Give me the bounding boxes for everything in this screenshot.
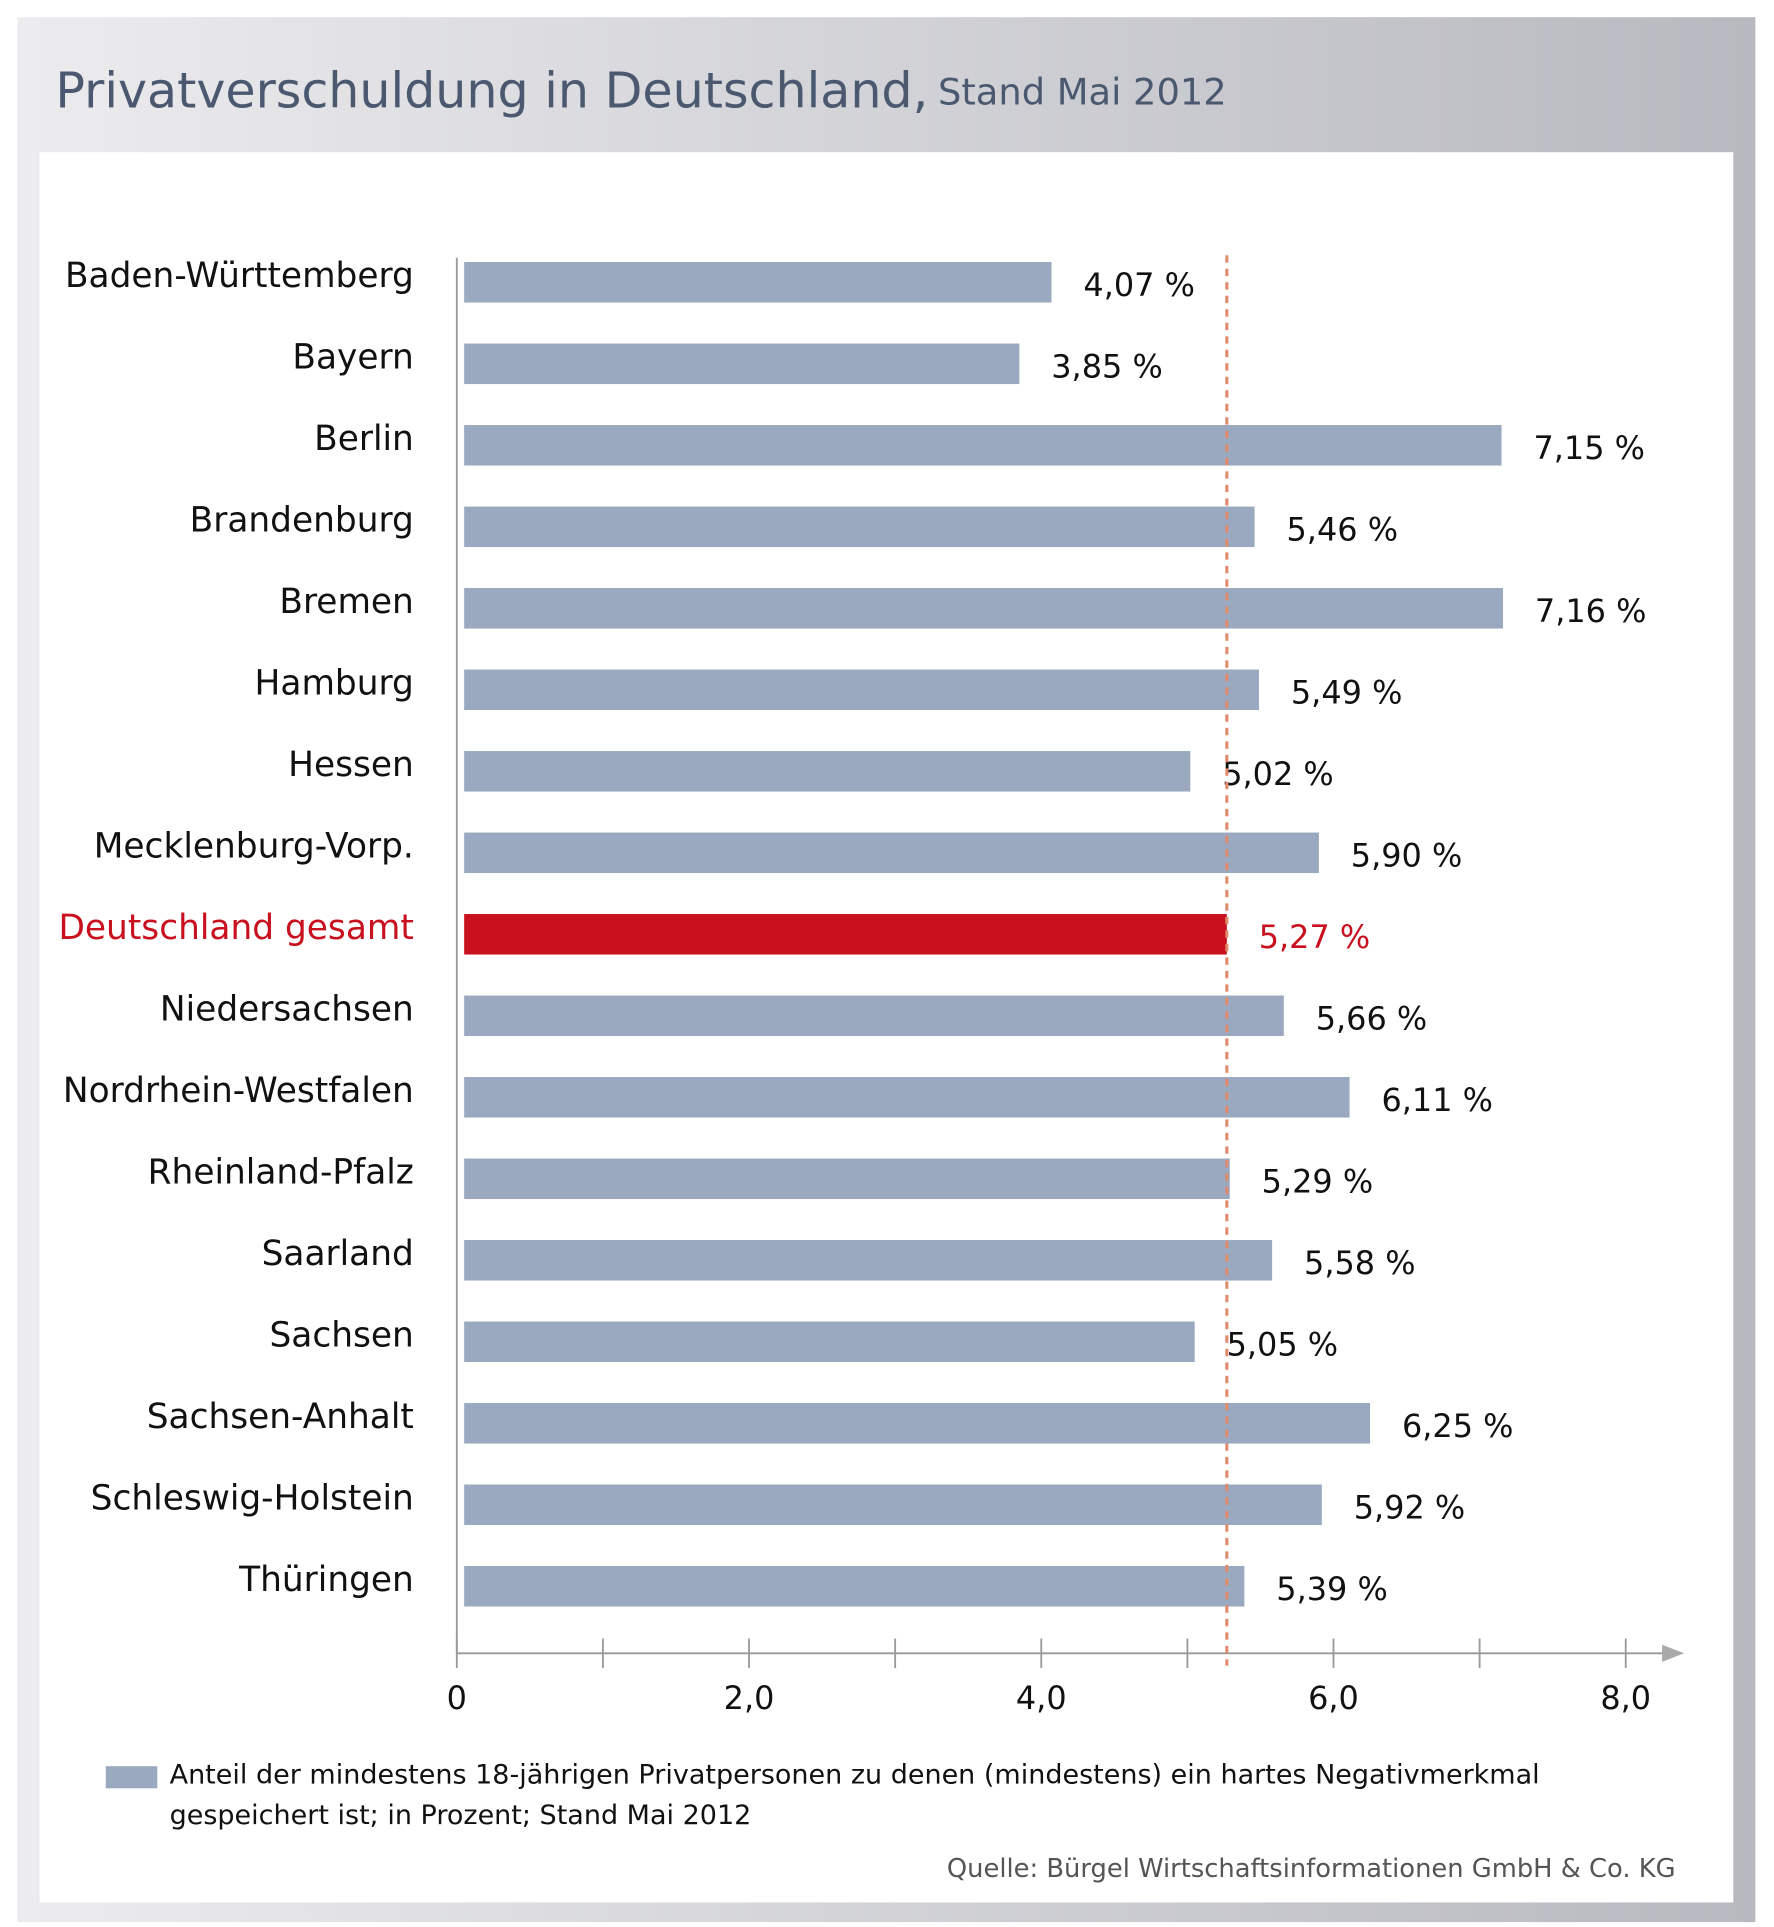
bar [464,506,1255,548]
bar [464,343,1020,385]
x-tick-label: 6,0 [1308,1679,1359,1717]
legend-label: Anteil der mindestens 18-jährigen Privat… [169,1760,1540,1832]
x-tick-label: 8,0 [1600,1679,1651,1717]
value-label: 6,25 % [1402,1407,1514,1445]
y-tick-label: Hessen [288,745,414,785]
y-tick-label: Sachsen [269,1315,413,1355]
chart-title: Privatverschuldung in Deutschland, Stand … [55,61,1226,119]
value-label: 5,46 % [1287,511,1399,549]
bar [464,914,1227,955]
bar [464,1240,1273,1281]
legend: Anteil der mindestens 18-jährigen Privat… [169,1760,1540,1832]
bar [464,588,1504,629]
x-tick-label: 4,0 [1016,1679,1067,1717]
value-label: 7,15 % [1533,429,1645,467]
axis-arrow [1662,1644,1685,1662]
bar [464,1077,1350,1118]
bar [464,832,1319,874]
value-label: 5,05 % [1227,1326,1339,1364]
bar [464,262,1052,303]
y-tick-label: Niedersachsen [160,989,414,1029]
value-label: 6,11 % [1381,1081,1493,1119]
bar [464,1484,1322,1526]
value-label: 5,27 % [1259,918,1371,956]
value-label: 4,07 % [1083,266,1195,304]
legend-swatch [105,1766,158,1789]
y-tick-label: Baden-Württemberg [65,256,414,296]
y-tick-label: Saarland [262,1234,414,1274]
bar [464,1403,1371,1444]
y-tick-label: Brandenburg [190,500,414,540]
y-tick-label: Schleswig-Holstein [91,1478,414,1518]
value-label: 5,66 % [1316,1000,1428,1038]
value-label: 7,16 % [1535,592,1647,630]
y-tick-label: Deutschland gesamt [58,908,413,948]
y-tick-label: Hamburg [255,663,414,703]
value-label: 5,90 % [1351,837,1463,875]
x-tick-label: 2,0 [724,1679,775,1717]
value-label: 5,58 % [1304,1244,1416,1282]
value-label: 5,49 % [1291,674,1403,712]
y-tick-label: Bayern [292,337,413,377]
value-label: 5,39 % [1276,1570,1388,1608]
y-tick-label: Nordrhein-Westfalen [63,1071,414,1111]
y-tick-label: Rheinland-Pfalz [148,1152,414,1192]
bar [464,995,1284,1037]
x-tick-label: 0 [447,1679,467,1717]
bar [464,1321,1195,1363]
y-tick-label: Thüringen [238,1560,414,1600]
bar [464,1158,1230,1200]
source: Quelle: Bürgel Wirtschaftsinformationen … [947,1854,1676,1884]
bar [464,751,1191,792]
bar [464,425,1502,466]
y-tick-label: Sachsen-Anhalt [147,1397,414,1437]
y-tick-label: Mecklenburg-Vorp. [94,826,414,866]
bar [464,1566,1245,1607]
title: Privatverschuldung in Deutschland, [55,61,928,119]
value-label: 3,85 % [1051,348,1163,386]
value-label: 5,92 % [1354,1489,1466,1527]
y-tick-label: Berlin [314,419,414,459]
y-tick-label: Bremen [279,582,413,622]
value-label: 5,29 % [1262,1163,1374,1201]
value-label: 5,02 % [1222,755,1334,793]
bar [464,669,1259,711]
subtitle: Stand Mai 2012 [938,70,1227,113]
